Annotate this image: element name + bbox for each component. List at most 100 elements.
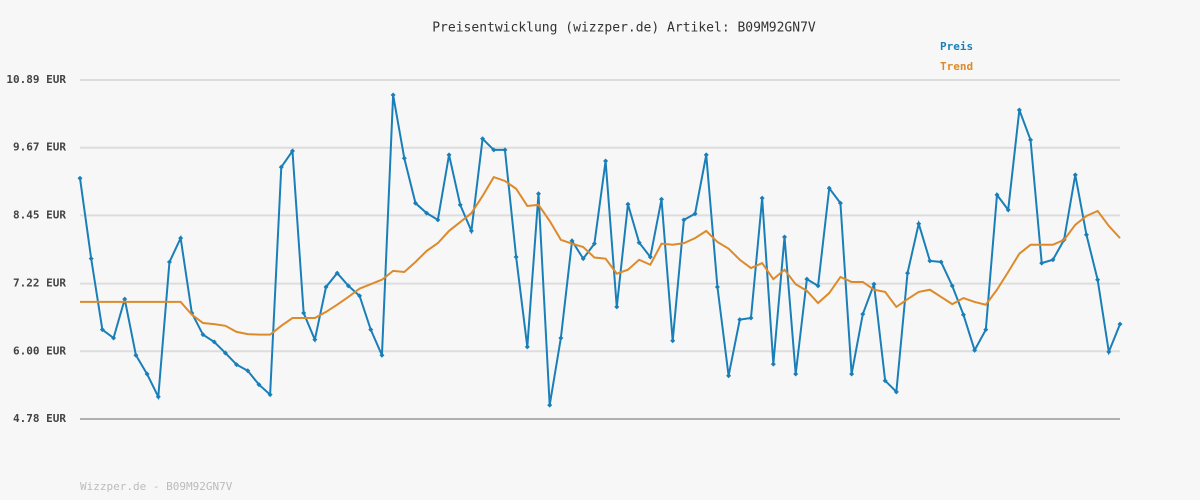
point-marker — [849, 371, 855, 377]
point-marker — [871, 281, 877, 287]
point-marker — [424, 210, 430, 216]
point-marker — [1039, 260, 1045, 266]
point-marker — [245, 368, 251, 374]
point-marker — [88, 256, 94, 262]
point-marker — [949, 283, 955, 289]
point-marker — [972, 347, 978, 353]
point-marker — [144, 371, 150, 377]
point-marker — [793, 371, 799, 377]
point-marker — [390, 92, 396, 98]
point-marker — [994, 192, 1000, 198]
point-marker — [323, 284, 329, 290]
point-marker — [99, 327, 105, 333]
point-marker — [625, 201, 631, 207]
point-marker — [267, 392, 273, 398]
point-marker — [345, 283, 351, 289]
point-marker — [379, 352, 385, 358]
point-marker — [368, 327, 374, 333]
point-marker — [234, 362, 240, 368]
point-marker — [1028, 137, 1034, 143]
point-marker — [222, 350, 228, 356]
point-marker — [580, 256, 586, 262]
point-marker — [301, 310, 307, 316]
point-marker — [826, 185, 832, 191]
point-marker — [1016, 107, 1022, 113]
point-marker — [759, 195, 765, 201]
point-marker — [1005, 207, 1011, 213]
point-marker — [468, 228, 474, 234]
point-marker — [155, 394, 161, 400]
point-marker — [133, 352, 139, 358]
point-marker — [166, 259, 172, 265]
point-marker — [882, 378, 888, 384]
point-marker — [178, 235, 184, 241]
point-marker — [289, 148, 295, 154]
point-marker — [714, 284, 720, 290]
point-marker — [412, 200, 418, 206]
point-marker — [770, 361, 776, 367]
point-marker — [782, 234, 788, 240]
footer: Wizzper.de - B09M92GN7V — [80, 480, 233, 493]
point-marker — [737, 317, 743, 323]
point-marker — [916, 221, 922, 227]
point-marker — [401, 155, 407, 161]
y-tick-label: 4.78 EUR — [13, 412, 66, 425]
point-marker — [435, 217, 441, 223]
point-marker — [1095, 277, 1101, 283]
point-marker — [837, 200, 843, 206]
point-marker — [524, 344, 530, 350]
point-marker — [614, 304, 620, 310]
point-marker — [111, 335, 117, 341]
point-marker — [703, 152, 709, 158]
point-marker — [960, 312, 966, 318]
point-marker — [591, 241, 597, 247]
point-marker — [983, 327, 989, 333]
point-marker — [603, 158, 609, 164]
point-marker — [893, 389, 899, 395]
point-marker — [357, 293, 363, 299]
point-marker — [569, 238, 575, 244]
point-marker — [692, 211, 698, 217]
series-line — [79, 94, 1121, 406]
point-marker — [480, 136, 486, 142]
y-tick-label: 8.45 EUR — [13, 208, 66, 221]
point-marker — [1106, 349, 1112, 355]
point-marker — [502, 147, 508, 153]
y-tick-label: 9.67 EUR — [13, 141, 66, 154]
point-marker — [312, 337, 318, 343]
series-line — [80, 175, 1121, 336]
point-marker — [547, 402, 553, 408]
point-marker — [122, 296, 128, 302]
point-marker — [1050, 257, 1056, 263]
point-marker — [491, 147, 497, 153]
point-marker — [200, 332, 206, 338]
point-marker — [636, 240, 642, 246]
legend-label: Preis — [940, 40, 973, 53]
point-marker — [1072, 172, 1078, 178]
point-marker — [535, 191, 541, 197]
point-marker — [748, 315, 754, 321]
point-marker — [1117, 321, 1123, 327]
point-marker — [334, 270, 340, 276]
point-marker — [278, 164, 284, 170]
point-marker — [77, 175, 83, 181]
point-marker — [446, 152, 452, 158]
point-marker — [211, 339, 217, 345]
point-marker — [681, 217, 687, 223]
point-marker — [670, 338, 676, 344]
point-marker — [815, 283, 821, 289]
point-marker — [1083, 232, 1089, 238]
point-marker — [726, 373, 732, 379]
point-marker — [513, 254, 519, 260]
point-marker — [905, 270, 911, 276]
point-marker — [647, 254, 653, 260]
y-tick-label: 7.22 EUR — [13, 277, 66, 290]
point-marker — [256, 382, 262, 388]
point-marker — [860, 311, 866, 317]
legend-label: Trend — [940, 60, 973, 73]
point-marker — [804, 276, 810, 282]
point-marker — [938, 259, 944, 265]
point-marker — [558, 335, 564, 341]
point-marker — [927, 258, 933, 264]
